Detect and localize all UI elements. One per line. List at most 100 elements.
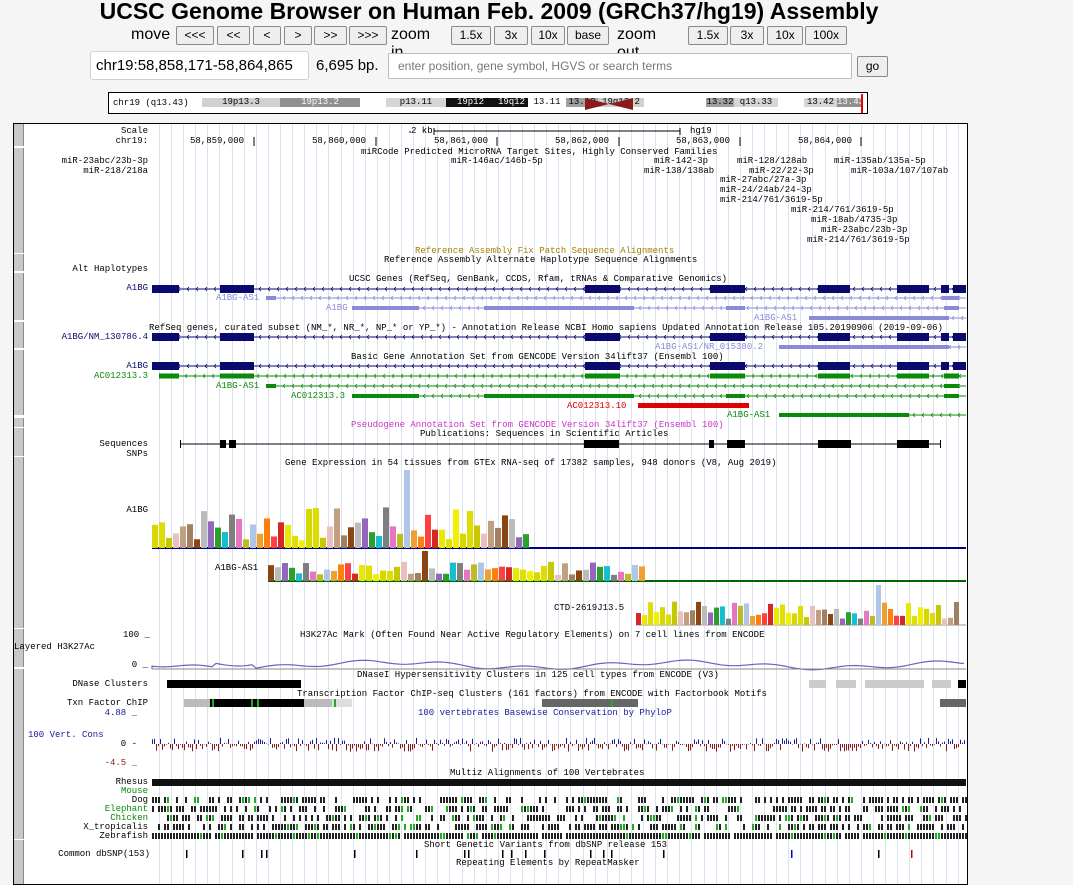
mircode-item[interactable]: miR-146ac/146b-5p [451, 156, 543, 166]
move-small-right-button[interactable]: > [284, 26, 312, 45]
track-side-button[interactable] [14, 457, 24, 628]
chromosome-ideogram[interactable]: chr19 (q13.43) 19p13.3 19p13.2 p13.11 19p12… [108, 92, 868, 114]
track-side-button[interactable] [14, 273, 24, 320]
phylop-bar [276, 744, 277, 750]
phylop-bar [936, 738, 937, 744]
guideline [740, 124, 741, 884]
multiz-block [314, 824, 316, 830]
gtex-bar [264, 518, 270, 548]
track-side-button[interactable] [14, 148, 24, 244]
mircode-item[interactable]: miR-23abc/23b-3p [821, 225, 908, 235]
move-far-right-button[interactable]: >>> [349, 26, 387, 45]
gene-strand-arrow [782, 305, 786, 311]
track-side-button[interactable] [14, 418, 24, 427]
track-side-button[interactable] [14, 254, 24, 271]
multiz-block [524, 806, 526, 812]
track-side-button[interactable] [14, 707, 24, 767]
zoom-out-100x-button[interactable]: 100x [805, 26, 847, 45]
gene-exon [352, 394, 419, 398]
dbsnp-label: Common dbSNP(153) [58, 849, 150, 859]
zoom-in-10x-button[interactable]: 10x [531, 26, 565, 45]
go-button[interactable]: go [857, 56, 888, 77]
mircode-item[interactable]: miR-214/761/3619-5p [807, 235, 910, 245]
track-side-button[interactable] [14, 244, 24, 253]
position-display[interactable]: chr19:58,858,171-58,864,865 [90, 51, 309, 80]
phylop-bar [828, 744, 829, 752]
track-side-button[interactable] [14, 669, 24, 688]
mircode-item[interactable]: miR-24/24ab/24-3p [720, 185, 812, 195]
gene-strand-arrow [348, 363, 352, 369]
gtex-gene-label[interactable]: A1BG [126, 505, 148, 515]
track-side-button[interactable] [14, 767, 24, 839]
track-side-button[interactable] [14, 840, 24, 858]
multiz-block [311, 833, 313, 839]
multiz-block [287, 824, 289, 830]
multiz-block [608, 815, 610, 821]
zoom-out-3x-button[interactable]: 3x [730, 26, 764, 45]
refseq-gene-label[interactable]: A1BG/NM_130786.4 [61, 332, 148, 342]
mircode-item[interactable]: miR-27abc/27a-3p [720, 175, 807, 185]
track-side-button[interactable] [14, 688, 24, 707]
phylop-bar [656, 744, 657, 751]
mircode-item[interactable]: miR-22/22-3p [749, 166, 814, 176]
phylop-bar [704, 744, 705, 747]
search-input[interactable] [388, 53, 852, 79]
mircode-item[interactable]: miR-128/128ab [737, 156, 808, 166]
gtex-bar [439, 529, 445, 548]
gencode-gene-label[interactable]: AC012313.3 [93, 371, 148, 381]
multiz-block [479, 797, 481, 803]
gtex-gene-label[interactable]: A1BG-AS1 [215, 563, 259, 573]
gene-strand-arrow [789, 363, 793, 369]
move-small-left-button[interactable]: < [253, 26, 281, 45]
mircode-item[interactable]: miR-214/761/3619-5p [791, 205, 894, 215]
mircode-item[interactable]: miR-214/761/3619-5p [720, 195, 823, 205]
multiz-block [599, 833, 601, 839]
zoom-in-3x-button[interactable]: 3x [494, 26, 528, 45]
multiz-block [452, 833, 454, 839]
gene-strand-arrow [921, 295, 925, 301]
zoom-in-1-5x-button[interactable]: 1.5x [451, 26, 491, 45]
ucsc-gene-label[interactable]: A1BG [126, 283, 148, 293]
gencode-gene-label[interactable]: A1BG-AS1 [727, 410, 771, 420]
track-side-button[interactable] [14, 428, 24, 456]
phylop-bar [422, 744, 423, 748]
mircode-item[interactable]: miR-138/138ab [644, 166, 715, 176]
gencode-gene-label[interactable]: AC012313.10 [567, 401, 627, 411]
move-right-button[interactable]: >> [314, 26, 347, 45]
multiz-block [170, 833, 172, 839]
mircode-item[interactable]: miR-103a/107/107ab [851, 166, 949, 176]
refseq-gene-label[interactable]: A1BG-AS1/NR_015380.2 [655, 342, 764, 352]
multiz-block [635, 833, 637, 839]
guideline [933, 124, 934, 884]
zoom-in-base-button[interactable]: base [567, 26, 609, 45]
multiz-block [221, 833, 223, 839]
mircode-item[interactable]: miR-142-3p [654, 156, 709, 166]
track-side-button[interactable] [14, 350, 24, 415]
multiz-block [506, 833, 508, 839]
mircode-item[interactable]: miR-135ab/135a-5p [834, 156, 926, 166]
move-left-button[interactable]: << [217, 26, 250, 45]
track-side-button[interactable] [14, 629, 24, 667]
gtex-gene-label[interactable]: CTD-2619J13.5 [554, 603, 625, 613]
track-image-panel[interactable]: Scale chr19: 2 kb hg19 58,859,000 58,860… [13, 123, 968, 885]
ucsc-gene-label[interactable]: A1BG-AS1 [754, 313, 798, 323]
ucsc-gene-label[interactable]: A1BG-AS1 [216, 293, 260, 303]
move-far-left-button[interactable]: <<< [176, 26, 214, 45]
track-side-button[interactable] [14, 124, 24, 146]
gencode-gene-label[interactable]: A1BG [126, 361, 148, 371]
phylop-bar [472, 738, 473, 744]
gencode-gene-label[interactable]: AC012313.3 [291, 391, 346, 401]
gtex-bar [636, 613, 641, 625]
gene-strand-arrow [282, 383, 286, 389]
gencode-gene-label[interactable]: A1BG-AS1 [216, 381, 260, 391]
ucsc-gene-label[interactable]: A1BG [326, 303, 348, 313]
mircode-item[interactable]: miR-18ab/4735-3p [811, 215, 898, 225]
multiz-block [848, 833, 850, 839]
track-graphics[interactable] [14, 124, 967, 884]
gene-strand-arrow [751, 373, 755, 379]
zoom-out-10x-button[interactable]: 10x [767, 26, 803, 45]
guideline [449, 124, 450, 884]
multiz-block [521, 824, 523, 830]
zoom-out-1-5x-button[interactable]: 1.5x [688, 26, 728, 45]
track-side-button[interactable] [14, 322, 24, 348]
